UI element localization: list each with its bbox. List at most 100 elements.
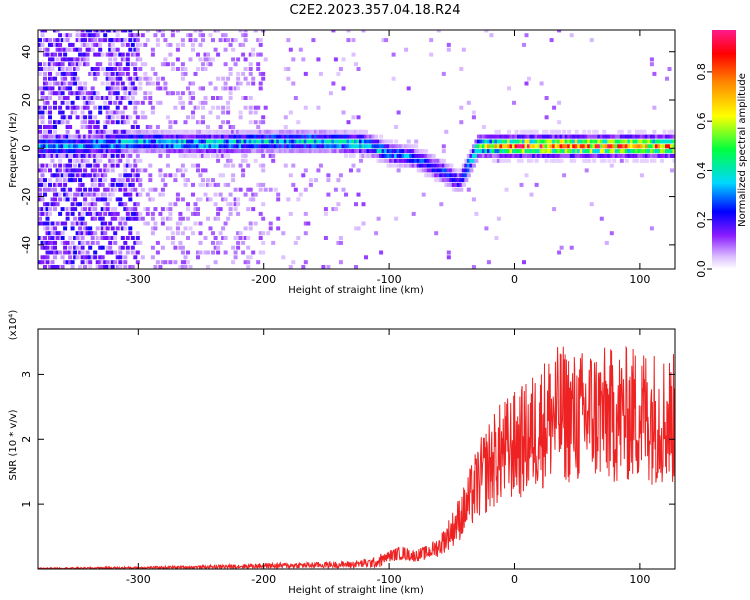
spectrogram-cell-40 [40, 178, 45, 183]
spectrogram-cell-981 [118, 96, 123, 100]
spectrogram-cell-2956 [622, 144, 627, 149]
spectrogram-cell-1065 [125, 62, 130, 67]
spectrogram-cell-721 [95, 52, 100, 57]
spectrogram-cell-1683 [216, 129, 221, 134]
spectrogram-cell-2928 [609, 139, 614, 144]
spectrogram-cell-1956 [261, 250, 266, 255]
spectrogram-cell-967 [118, 202, 123, 207]
spectrogram-cell-1926 [256, 149, 261, 154]
spectrogram-cell-2360 [391, 163, 396, 168]
spectrogram-cell-638 [90, 216, 95, 221]
spectrogram-cell-2929 [609, 134, 614, 139]
spectrogram-cell-2465 [434, 163, 439, 168]
spectrogram-cell-2002 [271, 144, 276, 149]
spectrogram-cell-1756 [228, 207, 233, 212]
spectrogram-cell-1211 [140, 62, 145, 67]
spectrogram-cell-2926 [609, 149, 614, 154]
spectrogram-cell-1077 [128, 182, 133, 187]
spectrogram-cell-1253 [148, 100, 153, 105]
spectrogram-cell-741 [98, 134, 103, 139]
spectrogram-cell-1210 [140, 100, 145, 105]
spectrogram-cell-927 [113, 47, 118, 52]
spectrogram-cell-2653 [509, 149, 514, 154]
spectrogram-cell-147 [48, 105, 52, 110]
spectrogram-cell-1783 [231, 57, 236, 62]
spectrogram-cell-1020 [123, 207, 128, 212]
spectrogram-cell-2189 [331, 129, 336, 134]
spectrogram-cell-2230 [344, 149, 348, 154]
spectrogram-cell-241 [55, 57, 60, 62]
spectrogram-cell-1059 [125, 120, 130, 125]
spectrogram-cell-2664 [514, 149, 519, 154]
spectrogram-cell-3006 [642, 144, 647, 149]
spectrogram-cell-931 [115, 255, 120, 260]
spectrogram-cell-2856 [582, 134, 587, 139]
spectrogram-cell-460 [75, 158, 80, 163]
spectrogram-cell-2408 [409, 149, 414, 154]
spectrogram-cell-3029 [649, 57, 654, 62]
spectrogram-cell-1214 [143, 207, 148, 212]
spectrogram-cell-544 [83, 231, 88, 236]
spectrogram-cell-2317 [374, 231, 379, 236]
spectrogram-cell-1536 [193, 134, 198, 139]
spectrogram-cell-474 [75, 62, 80, 67]
spectrogram-cell-212 [53, 91, 57, 96]
spectrogram-cell-1464 [183, 255, 188, 260]
spectrogram-cell-3078 [670, 139, 674, 144]
spectrogram-cell-1376 [168, 125, 173, 129]
spectrogram-cell-3002 [639, 129, 644, 134]
spectrogram-cell-1396 [173, 202, 178, 207]
spectrogram-cell-1768 [228, 86, 233, 91]
spectrogram-cell-1182 [138, 211, 143, 216]
spectrogram-cell-579 [85, 226, 90, 231]
spectrogram-cell-1311 [158, 149, 163, 154]
spectrogram-cell-334 [65, 240, 70, 245]
spectrogram-cell-1646 [211, 144, 215, 149]
spectrogram-cell-711 [95, 139, 100, 144]
spectrogram-cell-2586 [484, 149, 489, 154]
spectrogram-cell-1423 [178, 265, 183, 269]
spectrogram-cell-2270 [356, 192, 361, 197]
spectrogram-cell-2589 [484, 134, 489, 139]
spectrogram-cell-2399 [406, 158, 411, 163]
spectrogram-cell-1939 [258, 231, 263, 236]
spectrogram-cell-3024 [649, 149, 654, 154]
spectrogram-cell-2554 [471, 197, 476, 202]
spectrogram-cell-374 [68, 173, 73, 178]
spectrogram-cell-65 [43, 226, 47, 231]
spectrogram-cell-100 [45, 226, 50, 231]
spectrogram-cell-379 [68, 149, 73, 154]
spectrogram-cell-333 [65, 250, 70, 255]
spectrogram-cell-1661 [213, 153, 218, 158]
spectrogram-cell-1341 [163, 139, 168, 144]
spectrogram-cell-2066 [291, 139, 296, 144]
spectrogram-cell-708 [95, 153, 100, 158]
spectrogram-cell-2416 [414, 163, 419, 168]
spectrogram-cell-2684 [522, 153, 526, 158]
spectrogram-cell-2248 [349, 134, 353, 139]
spectrogram-cell-1440 [180, 250, 185, 255]
spectrogram-cell-196 [53, 197, 57, 202]
spectrogram-cell-215 [53, 62, 57, 67]
spectrogram-cell-1658 [213, 202, 218, 207]
spectrogram-cell-1979 [263, 134, 268, 139]
spectrogram-cell-2570 [476, 144, 481, 149]
spectrogram-cell-2827 [569, 134, 574, 139]
spectrogram-cell-1584 [201, 139, 205, 144]
spectrogram-cell-954 [115, 71, 120, 76]
spectrogram-cell-1551 [196, 139, 200, 144]
spectrogram-cell-952 [115, 81, 120, 86]
spectrogram-cell-2500 [446, 47, 451, 52]
spectrogram-cell-1221 [143, 115, 148, 120]
spectrogram-cell-1539 [193, 71, 198, 76]
spectrogram-cell-2134 [313, 178, 318, 183]
spectrogram-cell-849 [108, 139, 113, 144]
spectrogram-cell-2860 [584, 153, 589, 158]
spectrogram-cell-2967 [627, 144, 632, 149]
spectrogram-cell-1085 [128, 129, 133, 134]
spectrogram-cell-1545 [196, 207, 200, 212]
spectrogram-cell-965 [118, 221, 123, 226]
spectrogram-cell-730 [98, 216, 103, 221]
spectrogram-cell-96 [45, 250, 50, 255]
spectrogram-cell-2629 [499, 139, 504, 144]
